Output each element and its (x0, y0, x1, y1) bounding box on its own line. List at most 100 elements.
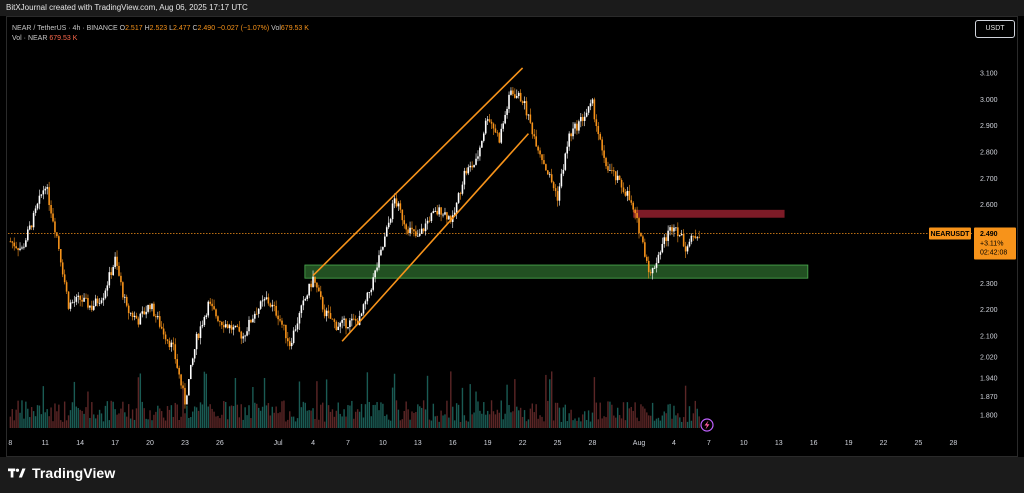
volume-bar (391, 387, 394, 428)
candle-body (217, 316, 219, 322)
volume-bar (407, 409, 409, 428)
volume-bar (335, 410, 338, 428)
volume-bar (368, 401, 371, 428)
volume-bar (446, 400, 448, 428)
candle-body (692, 235, 695, 237)
candle-body (574, 123, 576, 129)
candle-body (624, 191, 627, 196)
candle-body (25, 240, 27, 247)
candle-body (257, 308, 260, 314)
support-zone[interactable] (304, 264, 809, 279)
candle-body (145, 311, 147, 315)
candle-body (411, 227, 413, 230)
volume-bar (100, 413, 103, 428)
candle-body (9, 241, 12, 243)
symbol-legend[interactable]: NEAR / TetherUS · 4h · BINANCE O2.517 H2… (12, 24, 309, 44)
volume-bar (213, 411, 215, 428)
channel-lower-line[interactable] (341, 133, 530, 342)
volume-bar (380, 402, 382, 428)
volume-bar (393, 373, 396, 428)
volume-bar (306, 410, 308, 428)
volume-bar (527, 419, 530, 428)
candle-body (580, 117, 582, 122)
y-tick-label: 3.100 (980, 71, 998, 78)
volume-bar (510, 412, 512, 428)
volume-bar (413, 412, 415, 428)
candle-body (26, 229, 29, 241)
high-value: 2.523 (149, 25, 168, 32)
volume-bar (254, 402, 256, 428)
volume-bar (580, 421, 582, 428)
channel-upper-line[interactable] (312, 67, 524, 277)
volume-bar (164, 420, 167, 428)
lightning-icon[interactable] (700, 418, 714, 432)
candle-body (129, 312, 132, 314)
volume-bar (120, 408, 122, 428)
candle-body (255, 313, 258, 315)
volume-bar (609, 401, 611, 428)
volume-bar (465, 420, 468, 428)
candle-body (389, 219, 392, 223)
volume-bar (174, 402, 176, 428)
volume-bar (89, 417, 91, 428)
candle-body (139, 313, 142, 325)
volume-bar (376, 402, 378, 428)
candle-body (114, 256, 116, 268)
candle-body (432, 211, 435, 214)
volume-bar (248, 405, 250, 428)
candle-body (331, 318, 334, 320)
tradingview-mark-icon (8, 468, 26, 478)
volume-bar (519, 407, 522, 428)
volume-bar (531, 403, 534, 428)
candle-body (453, 212, 456, 216)
candle-body (622, 187, 625, 192)
volume-bar (556, 402, 559, 428)
y-tick-label: 1.940 (980, 376, 998, 383)
tradingview-logo[interactable]: TradingView (8, 465, 115, 481)
candle-body (269, 303, 272, 307)
candle-body (230, 325, 233, 330)
volume-bar (277, 413, 279, 428)
volume-bar (613, 415, 615, 428)
candle-body (193, 349, 196, 359)
volume-bar (420, 407, 423, 428)
volume-bar (304, 402, 306, 428)
volume-bar (325, 379, 328, 428)
candle-body (58, 236, 60, 250)
volume-bar (475, 391, 477, 428)
resistance-zone[interactable] (633, 209, 785, 218)
candle-body (370, 289, 373, 293)
volume-bar (112, 401, 114, 428)
candle-body (131, 312, 134, 317)
candle-body (180, 374, 182, 386)
candle-body (440, 207, 442, 215)
candle-body (523, 101, 526, 104)
candle-body (48, 187, 50, 206)
volume-bar (102, 421, 105, 428)
candle-body (275, 305, 277, 316)
low-value: 2.477 (173, 25, 191, 32)
candle-body (168, 340, 171, 348)
volume-bar (246, 415, 248, 428)
volume-bar (432, 403, 435, 428)
candle-body (446, 212, 448, 220)
chart-frame (6, 16, 1018, 457)
volume-bar (494, 414, 497, 428)
candle-body (203, 317, 206, 325)
candle-body (653, 267, 656, 269)
candle-body (634, 209, 636, 214)
x-axis[interactable]: 8 11 14 17 20 23 26 Jul 4 7 10 13 16 19 22 25 28 Aug 4 7 10 1… (8, 440, 957, 447)
volume-bar (624, 420, 627, 428)
candle-body (242, 336, 244, 339)
candle-body (566, 146, 569, 154)
candle-body (444, 212, 446, 215)
candle-body (696, 237, 699, 239)
candle-body (201, 324, 204, 327)
volume-bar (261, 406, 264, 428)
volume-bar (44, 412, 46, 428)
candle-body (374, 270, 376, 278)
x-tick-label: 19 (484, 440, 492, 447)
currency-button[interactable]: USDT (975, 20, 1015, 38)
volume-bar (572, 420, 574, 428)
